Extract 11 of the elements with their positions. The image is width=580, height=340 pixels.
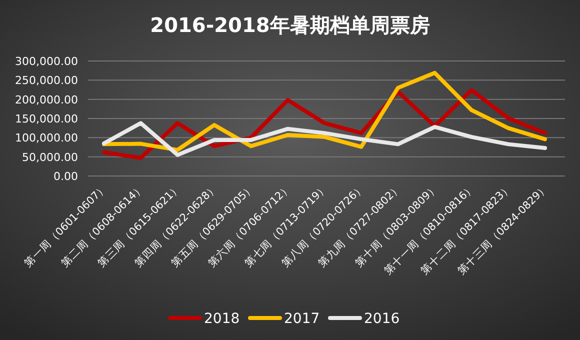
legend-label: 2018: [204, 311, 240, 327]
y-tick-label: 300,000.00: [15, 55, 78, 68]
y-tick-label: 200,000.00: [15, 93, 78, 106]
y-tick-label: 150,000.00: [15, 112, 78, 126]
legend-label: 2017: [284, 311, 320, 327]
y-tick-label: 50,000.00: [22, 150, 78, 164]
y-tick-label: 100,000.00: [15, 132, 78, 145]
y-tick-label: 250,000.00: [15, 74, 78, 88]
y-tick-label: 0.00: [54, 170, 78, 183]
title: 2016-2018年暑期档单周票房: [150, 13, 430, 37]
legend-label: 2016: [364, 311, 400, 327]
